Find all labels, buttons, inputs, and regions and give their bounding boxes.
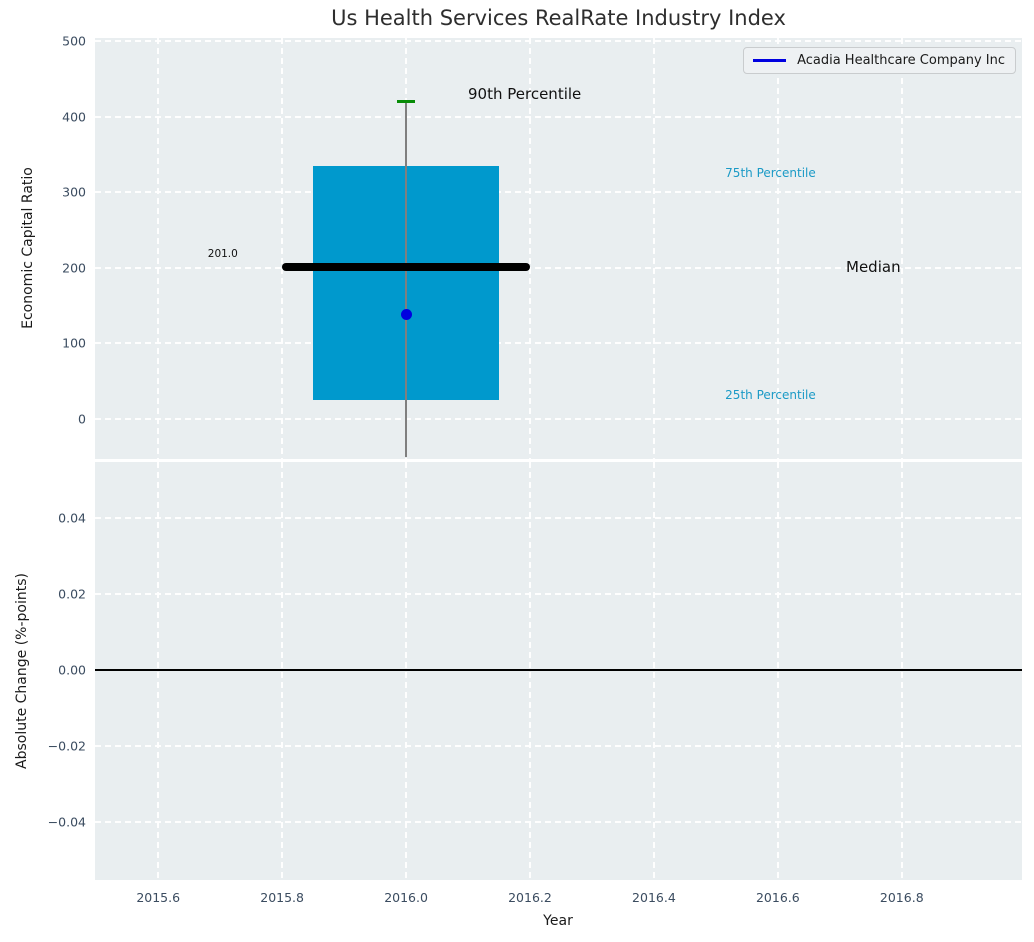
y-tick-label: 100 bbox=[62, 335, 86, 351]
gridline-vertical bbox=[900, 38, 903, 459]
gridline-vertical bbox=[776, 38, 779, 459]
y-tick-label: 0.02 bbox=[58, 586, 86, 602]
bottom-panel-absolute-change bbox=[95, 462, 1022, 880]
y-tick-label: −0.04 bbox=[47, 814, 86, 830]
zero-line bbox=[95, 669, 1022, 672]
y-tick-label: 400 bbox=[62, 109, 86, 125]
gridline-horizontal bbox=[95, 593, 1022, 596]
y-tick-label: 200 bbox=[62, 260, 86, 276]
gridline-vertical bbox=[157, 38, 160, 459]
legend-line-icon bbox=[753, 59, 787, 62]
x-tick-label: 2015.8 bbox=[260, 890, 304, 905]
chart-title: Us Health Services RealRate Industry Ind… bbox=[331, 6, 786, 30]
gridline-horizontal bbox=[95, 115, 1022, 118]
x-tick-label: 2016.2 bbox=[508, 890, 552, 905]
gridline-horizontal bbox=[95, 820, 1022, 823]
gridline-horizontal bbox=[95, 517, 1022, 520]
y-tick-label: 500 bbox=[62, 33, 86, 49]
median-value: 201.0 bbox=[207, 248, 238, 261]
p90-cap bbox=[397, 99, 416, 103]
company-data-point bbox=[400, 309, 412, 321]
top-panel-economic-capital-ratio: 90th Percentile 75th Percentile Median 25th… bbox=[95, 38, 1022, 459]
x-tick-label: 2016.8 bbox=[879, 890, 924, 905]
gridline-vertical bbox=[281, 38, 284, 459]
x-tick-label: 2015.6 bbox=[136, 890, 181, 905]
legend-label: Acadia Healthcare Company Inc bbox=[797, 53, 1005, 68]
y-tick-label: 0 bbox=[78, 411, 86, 427]
y-tick-label: 0.04 bbox=[58, 510, 86, 526]
gridline-horizontal bbox=[95, 417, 1022, 420]
y-tick-label: 300 bbox=[62, 184, 86, 200]
y-axis-label-top: Economic Capital Ratio bbox=[20, 167, 36, 329]
y-tick-label: −0.02 bbox=[47, 738, 86, 754]
gridline-horizontal bbox=[95, 40, 1022, 43]
median-label: Median bbox=[846, 258, 901, 277]
p75-label: 75th Percentile bbox=[725, 166, 816, 181]
y-tick-label: 0.00 bbox=[58, 662, 86, 678]
median-line bbox=[282, 263, 530, 272]
gridline-horizontal bbox=[95, 191, 1022, 194]
gridline-vertical bbox=[528, 38, 531, 459]
x-tick-label: 2016.0 bbox=[384, 890, 428, 905]
p25-label: 25th Percentile bbox=[725, 387, 816, 402]
p90-label: 90th Percentile bbox=[468, 84, 582, 103]
legend: Acadia Healthcare Company Inc bbox=[743, 47, 1016, 74]
whisker-line bbox=[405, 101, 408, 457]
gridline-vertical bbox=[652, 38, 655, 459]
gridline-horizontal bbox=[95, 342, 1022, 345]
x-tick-label: 2016.6 bbox=[755, 890, 800, 905]
x-axis-label: Year bbox=[543, 913, 573, 929]
gridline-horizontal bbox=[95, 266, 1022, 269]
gridline-horizontal bbox=[95, 744, 1022, 747]
y-axis-label-bottom: Absolute Change (%-points) bbox=[14, 573, 30, 769]
x-tick-label: 2016.4 bbox=[632, 890, 676, 905]
